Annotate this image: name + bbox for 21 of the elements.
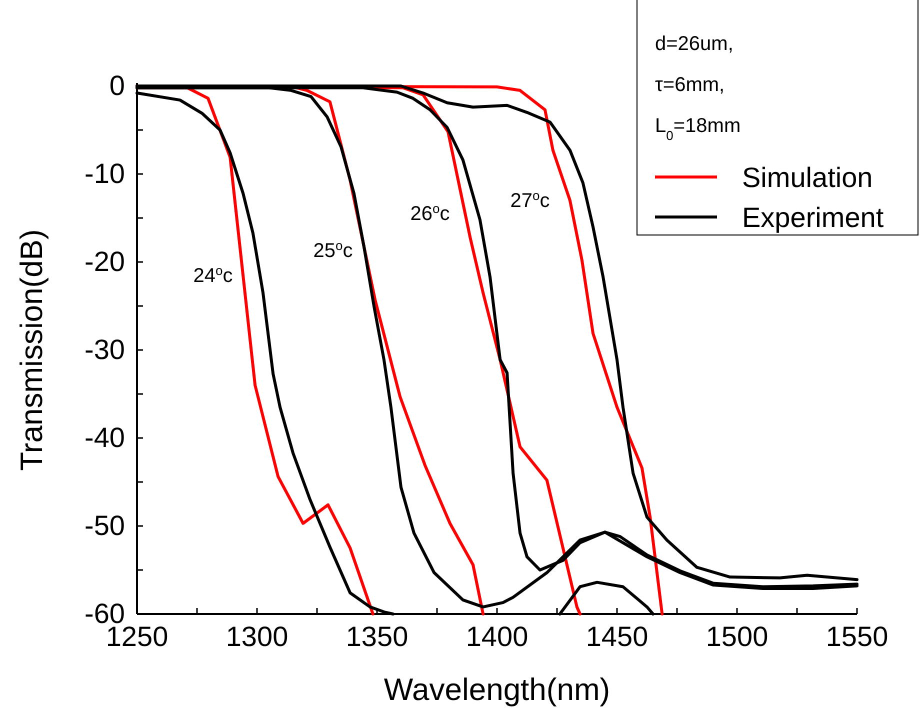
- x-tick-label: 1300: [226, 620, 288, 652]
- y-axis-title: Transmission(dB): [14, 229, 49, 471]
- legend-label: Experiment: [742, 202, 884, 233]
- y-tick-label: -40: [84, 422, 125, 453]
- annotation: 24$^{o}$c: [193, 262, 233, 287]
- x-tick-label: 1350: [346, 620, 408, 652]
- y-tick-label: -30: [84, 334, 125, 365]
- legend-title: d=26um, τ=6mm, L$_{0}$=18mm: [655, 33, 741, 142]
- y-tick-label: -10: [84, 158, 125, 189]
- x-tick-label: 1500: [706, 620, 768, 652]
- legend-label: Simulation: [742, 162, 873, 193]
- y-tick-label: -20: [84, 246, 125, 277]
- x-tick-label: 1550: [826, 620, 888, 652]
- x-axis-title: Wavelength(nm): [384, 672, 610, 707]
- x-tick-label: 1400: [466, 620, 528, 652]
- y-tick-label: -50: [84, 510, 125, 541]
- annotation: 27$^{o}$c: [510, 188, 550, 212]
- y-tick-label: 0: [109, 70, 125, 101]
- annotation: 25$^{o}$c: [313, 238, 353, 262]
- x-tick-label: 1450: [586, 620, 648, 652]
- annotation: 26$^{o}$c: [410, 200, 450, 225]
